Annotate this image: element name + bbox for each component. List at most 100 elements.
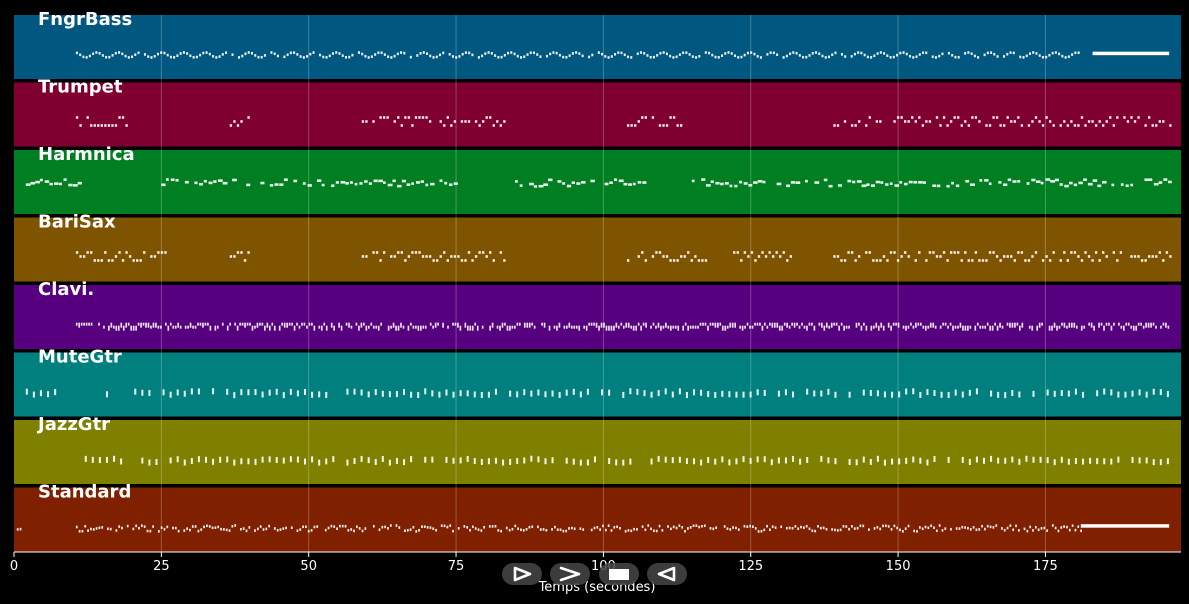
note-mark — [1054, 178, 1059, 182]
note-mark — [858, 255, 861, 258]
note-mark — [79, 124, 82, 127]
note-mark — [1152, 459, 1155, 466]
note-mark — [658, 124, 662, 127]
note-mark — [424, 388, 427, 395]
note-mark — [992, 251, 995, 254]
note-mark — [506, 325, 509, 331]
note-mark — [875, 180, 881, 184]
note-mark — [166, 178, 169, 181]
note-mark — [954, 55, 957, 59]
note-mark — [655, 529, 658, 533]
note-mark — [105, 456, 109, 463]
note-mark — [944, 527, 947, 530]
note-mark — [199, 322, 202, 326]
note-mark — [798, 325, 801, 329]
note-mark — [739, 325, 741, 329]
note-mark — [1037, 528, 1040, 532]
note-mark — [309, 52, 312, 56]
note-mark — [893, 251, 896, 254]
note-mark — [387, 527, 389, 530]
note-mark — [876, 390, 879, 397]
note-mark — [226, 325, 229, 331]
note-mark — [714, 55, 717, 59]
note-mark — [109, 527, 112, 531]
note-mark — [954, 389, 957, 396]
note-mark — [1012, 528, 1015, 532]
note-mark — [514, 524, 517, 528]
note-mark — [302, 182, 306, 185]
forward-button[interactable] — [550, 563, 590, 585]
play-button[interactable] — [502, 563, 542, 585]
note-mark — [763, 456, 766, 463]
note-mark — [417, 391, 420, 398]
note-mark — [891, 458, 894, 465]
note-mark — [170, 178, 175, 182]
note-mark — [1132, 325, 1135, 331]
note-mark — [1087, 255, 1091, 258]
note-mark — [222, 181, 228, 185]
note-mark — [575, 325, 578, 329]
note-mark — [530, 455, 533, 462]
note-mark — [331, 52, 335, 55]
rewind-button[interactable] — [647, 563, 687, 585]
track-label: Harmnica — [38, 144, 135, 165]
note-mark — [412, 325, 415, 329]
note-mark — [927, 526, 930, 530]
note-mark — [899, 181, 903, 184]
note-mark — [1120, 183, 1124, 186]
note-mark — [176, 54, 179, 57]
note-mark — [915, 55, 918, 58]
note-mark — [754, 527, 757, 530]
note-mark — [259, 525, 262, 528]
note-mark — [254, 529, 256, 532]
note-mark — [647, 524, 650, 527]
note-mark — [346, 459, 349, 466]
note-mark — [1081, 458, 1085, 465]
note-mark — [828, 325, 831, 329]
note-mark — [1041, 55, 1044, 59]
note-mark — [912, 56, 915, 59]
note-mark — [410, 322, 412, 326]
note-mark — [68, 183, 73, 187]
note-mark — [84, 455, 87, 462]
note-mark — [228, 529, 231, 532]
note-mark — [565, 529, 568, 533]
note-mark — [81, 529, 84, 533]
note-mark — [212, 458, 215, 465]
note-mark — [127, 56, 130, 59]
note-mark — [107, 527, 109, 531]
note-mark — [831, 53, 834, 57]
note-mark — [247, 51, 250, 54]
note-mark — [157, 530, 160, 533]
note-mark — [1077, 51, 1080, 55]
note-mark — [507, 51, 510, 55]
note-mark — [403, 459, 406, 466]
note-mark — [1165, 251, 1169, 254]
note-mark — [876, 455, 879, 462]
note-mark — [388, 459, 391, 466]
note-mark — [597, 51, 600, 54]
note-mark — [1150, 322, 1152, 328]
note-mark — [1045, 178, 1051, 181]
note-mark — [938, 524, 941, 527]
note-mark — [338, 524, 341, 528]
note-mark — [302, 525, 304, 529]
note-mark — [918, 116, 921, 119]
note-mark — [680, 124, 683, 127]
note-mark — [1162, 259, 1165, 262]
note-mark — [1006, 255, 1009, 258]
note-mark — [523, 389, 526, 396]
note-mark — [1038, 54, 1041, 57]
note-mark — [445, 456, 448, 463]
note-mark — [1169, 124, 1172, 127]
note-mark — [947, 51, 950, 55]
note-mark — [1138, 457, 1141, 464]
stop-button[interactable] — [599, 563, 639, 585]
note-mark — [1089, 457, 1092, 464]
note-mark — [714, 392, 717, 399]
note-mark — [404, 529, 406, 533]
note-mark — [636, 528, 638, 531]
note-mark — [728, 391, 731, 398]
note-mark — [1053, 322, 1056, 328]
note-mark — [695, 56, 698, 59]
